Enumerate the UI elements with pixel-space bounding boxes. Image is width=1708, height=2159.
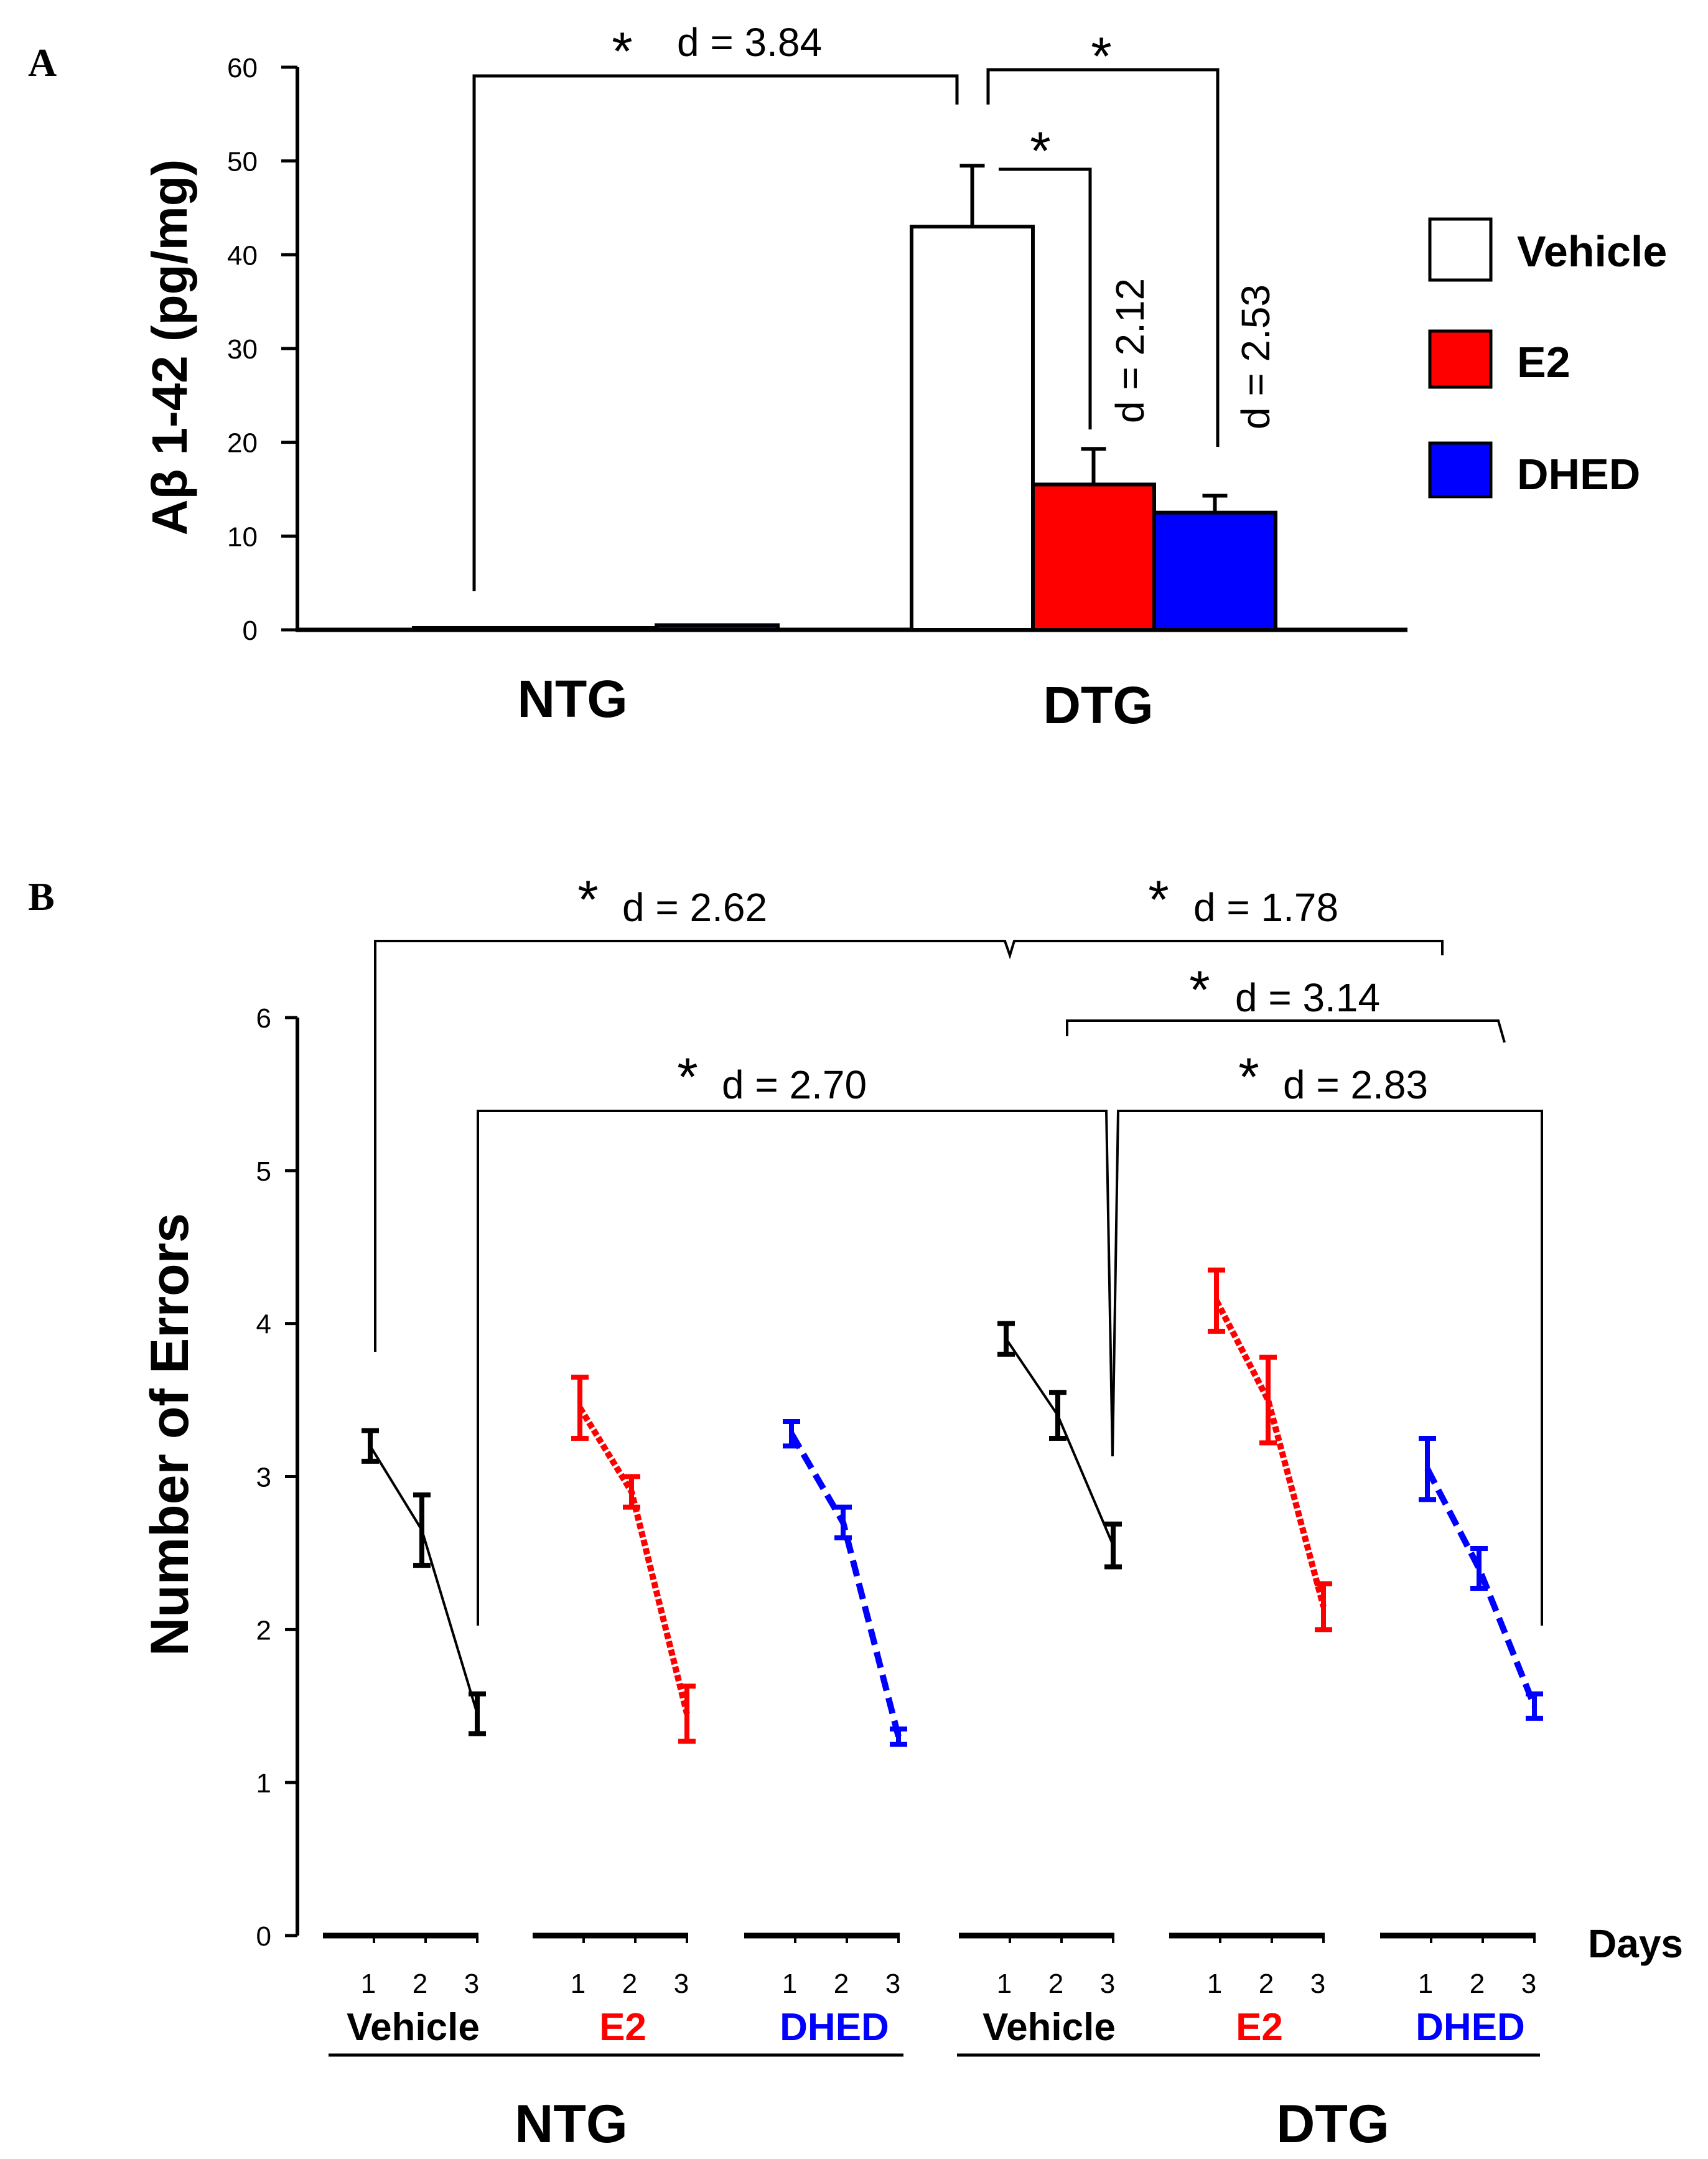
panel-a-y-tick-label: 50 [227, 147, 258, 177]
bracket-b-middle [477, 1110, 1543, 1626]
legend-label-vehicle: Vehicle [1517, 227, 1667, 276]
star-b-4: * [677, 1047, 698, 1107]
line-dtg-dhed [1424, 1467, 1538, 1708]
panel-b-label: B [28, 874, 55, 919]
line-dtg-e2 [1213, 1299, 1327, 1608]
day-label: 3 [1310, 1969, 1325, 1999]
group-label-dtg-vehicle: Vehicle [982, 2006, 1116, 2049]
day-label: 2 [834, 1969, 849, 1999]
bracket-e2-vs-vehicle [999, 167, 1092, 429]
panel-a-y-tick-label: 20 [227, 428, 258, 459]
day-label: 3 [674, 1969, 689, 1999]
panel-b-y-tick-label: 5 [256, 1156, 271, 1187]
day-label: 3 [885, 1969, 900, 1999]
group-label-dtg-e2: E2 [1236, 2006, 1283, 2049]
bar-dtg-vehicle [910, 225, 1035, 632]
bar-ntg-vehicle [412, 625, 537, 632]
line-dtg-vehicle [1005, 1338, 1114, 1546]
panel-a-y-tick-label: 10 [227, 522, 258, 552]
day-label: 2 [622, 1969, 637, 1999]
panel-b-y-tick-label: 4 [256, 1309, 271, 1340]
panel-a-legend: Vehicle E2 DHED [1428, 217, 1667, 499]
panel-b-y-tick-label: 6 [256, 1003, 271, 1034]
effect-size-a-4: d = 2.53 [1233, 284, 1278, 429]
group-label-ntg-vehicle: Vehicle [347, 2006, 480, 2049]
effect-size-a-3: d = 2.12 [1108, 278, 1152, 423]
panel-b-brackets [374, 940, 1543, 1626]
legend-swatch-vehicle [1428, 217, 1493, 282]
bracket-dhed-vs-vehicle [986, 68, 1220, 447]
panel-b-y-axis-label: Number of Errors [140, 1213, 200, 1656]
day-label: 1 [571, 1969, 586, 1999]
day-label: 3 [1521, 1969, 1536, 1999]
day-label: 1 [1207, 1969, 1222, 1999]
panel-a-y-tick-label: 60 [227, 53, 258, 83]
effect-size-b-5: d = 2.83 [1283, 1062, 1428, 1107]
day-label: 3 [464, 1969, 479, 1999]
panel-a-brackets [472, 68, 1220, 591]
bracket-b-top [374, 940, 1444, 1352]
panel-a-label: A [28, 40, 57, 85]
genotype-label-ntg: NTG [515, 2094, 628, 2154]
effect-size-b-3: d = 3.14 [1235, 975, 1380, 1020]
legend-swatch-e2 [1428, 329, 1493, 389]
bar-dtg-dhed [1152, 510, 1277, 632]
genotype-label-dtg: DTG [1276, 2094, 1389, 2154]
legend-label-e2: E2 [1517, 338, 1570, 386]
panel-a-y-axis-label: Aβ 1-42 (pg/mg) [142, 159, 197, 535]
effect-size-b-2: d = 1.78 [1193, 885, 1338, 930]
panel-b-y-tick-label: 2 [256, 1615, 271, 1646]
effect-size-a-1: d = 3.84 [677, 20, 822, 65]
panel-b-axes: 0 1 2 3 4 5 6 [256, 1003, 299, 1952]
star-a-2: * [1091, 27, 1111, 87]
day-label: 1 [997, 1969, 1012, 1999]
bar-dtg-e2 [1031, 482, 1156, 632]
day-label: 2 [1470, 1969, 1485, 1999]
star-b-1: * [577, 870, 598, 930]
panel-b-y-tick-label: 1 [256, 1768, 271, 1799]
panel-b-y-tick-label: 0 [256, 1921, 271, 1952]
day-label: 1 [1418, 1969, 1433, 1999]
star-a-1: * [612, 22, 632, 82]
bar-ntg-e2 [533, 625, 658, 632]
star-b-3: * [1189, 960, 1210, 1020]
group-label-ntg-dhed: DHED [780, 2006, 889, 2049]
star-a-3: * [1030, 121, 1050, 181]
category-label-dtg: DTG [1043, 676, 1153, 734]
panel-b-x-groups: 1 2 3 Vehicle 1 2 3 E2 1 2 3 DHED 1 2 3 Vehicle 1 2 3 E2 1 2 3… [323, 1932, 1536, 2049]
bracket-b-3-14 [1066, 1019, 1506, 1043]
legend-label-dhed: DHED [1517, 450, 1640, 499]
panel-a-y-tick-label: 30 [227, 334, 258, 365]
day-label: 2 [1259, 1969, 1274, 1999]
panel-a-y-tick-label: 40 [227, 240, 258, 271]
day-label: 1 [782, 1969, 797, 1999]
bar-ntg-dhed [655, 623, 780, 632]
day-label: 2 [1048, 1969, 1063, 1999]
line-ntg-e2 [577, 1406, 690, 1715]
panel-b-y-tick-label: 3 [256, 1463, 271, 1493]
line-ntg-dhed [788, 1432, 902, 1738]
star-b-2: * [1148, 870, 1169, 930]
group-label-ntg-e2: E2 [599, 2006, 646, 2049]
category-label-ntg: NTG [517, 670, 627, 728]
effect-size-b-1: d = 2.62 [622, 885, 767, 930]
star-b-5: * [1238, 1047, 1259, 1107]
day-label: 3 [1100, 1969, 1115, 1999]
x-axis-label-days: Days [1588, 1921, 1683, 1966]
panel-a-y-tick-label: 0 [243, 616, 258, 646]
legend-swatch-dhed [1428, 441, 1493, 499]
day-label: 1 [361, 1969, 376, 1999]
bracket-ntg-vs-dtg-vehicle [472, 74, 959, 591]
panel-b-series [362, 1267, 1543, 1747]
effect-size-b-4: d = 2.70 [722, 1062, 867, 1107]
line-ntg-vehicle [369, 1445, 478, 1715]
group-label-dtg-dhed: DHED [1416, 2006, 1525, 2049]
panel-a-bars [412, 164, 1277, 632]
day-label: 2 [413, 1969, 427, 1999]
